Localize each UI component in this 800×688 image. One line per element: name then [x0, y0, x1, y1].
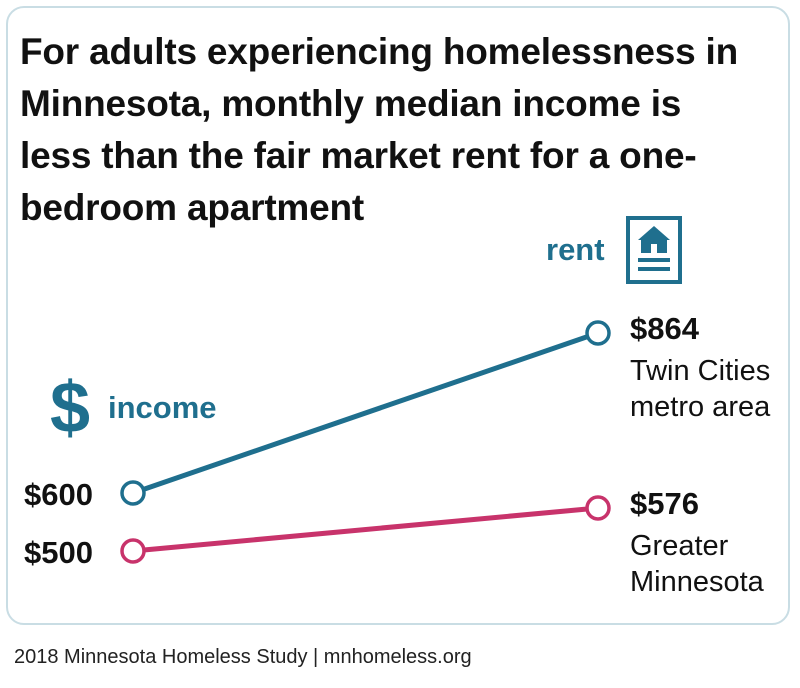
value-label-income-twin_cities: $600	[24, 477, 93, 512]
data-point-income-greater_mn	[120, 538, 146, 564]
rent-label: rent	[546, 232, 605, 267]
income-label: income	[108, 390, 217, 425]
series-line-greater_mn	[132, 505, 599, 554]
dollar-sign-icon: $	[50, 368, 90, 448]
value-label-income-greater_mn: $500	[24, 535, 93, 570]
house-document-icon	[626, 216, 682, 284]
series-name-twin_cities-line-2: metro area	[630, 391, 771, 423]
series-name-greater_mn-line-1: Greater	[630, 530, 729, 562]
value-label-rent-greater_mn: $576	[630, 486, 699, 521]
value-label-rent-twin_cities: $864	[630, 311, 700, 346]
data-point-income-twin_cities	[120, 480, 146, 506]
series-name-greater_mn-line-2: Minnesota	[630, 566, 765, 598]
series-line-twin_cities	[132, 330, 599, 496]
chart-title: For adults experiencing homelessness in …	[20, 31, 739, 228]
data-point-rent-twin_cities	[585, 320, 611, 346]
series-name-twin_cities-line-1: Twin Cities	[630, 355, 770, 387]
source-footer: 2018 Minnesota Homeless Study | mnhomele…	[14, 646, 472, 668]
chart-card	[6, 6, 790, 625]
data-point-rent-greater_mn	[585, 495, 611, 521]
